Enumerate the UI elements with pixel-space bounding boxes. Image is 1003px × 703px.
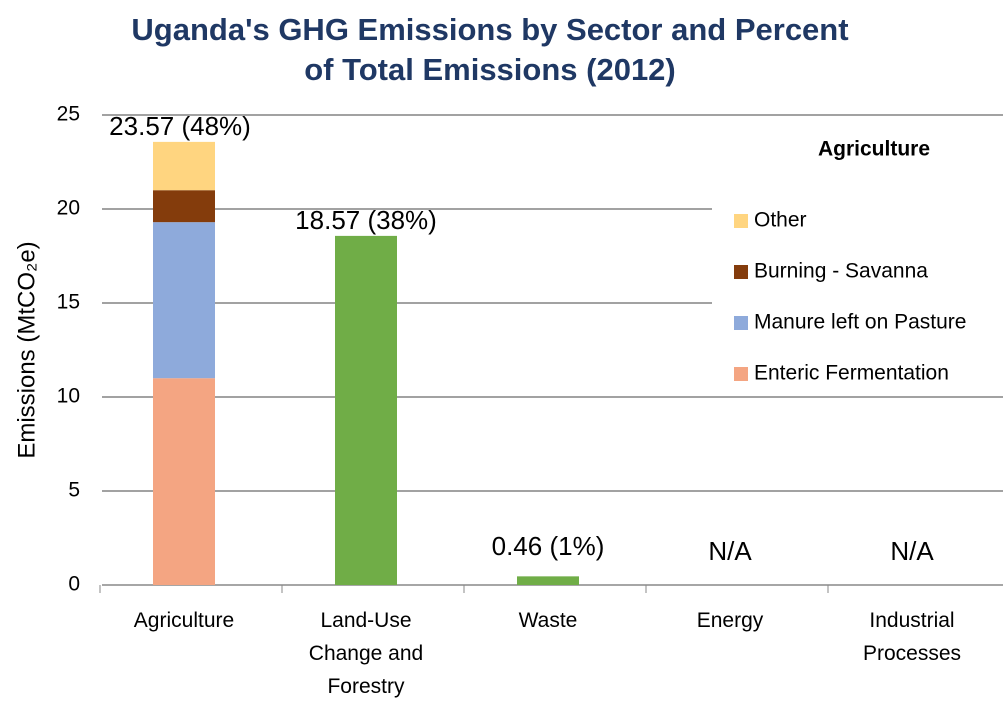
- legend-swatch: [734, 214, 748, 228]
- x-tick-label: Energy: [696, 609, 764, 632]
- bar-segment: [153, 190, 215, 223]
- legend-label: Burning - Savanna: [754, 260, 928, 283]
- y-axis-label: Emissions (MtCO₂e): [13, 241, 40, 458]
- data-label: 0.46 (1%): [492, 531, 605, 561]
- legend-swatch: [734, 367, 748, 381]
- legend-swatch: [734, 316, 748, 330]
- y-tick-label: 5: [68, 479, 80, 502]
- legend-label: Enteric Fermentation: [754, 362, 949, 385]
- bar-segment: [335, 235, 397, 585]
- y-tick-label: 10: [57, 385, 80, 408]
- data-label: 23.57 (48%): [109, 111, 251, 141]
- x-tick-label: Agriculture: [133, 609, 235, 632]
- x-tick-label: Industrial Processes: [862, 609, 962, 665]
- data-label: N/A: [890, 536, 934, 566]
- data-label: 18.57 (38%): [295, 205, 437, 235]
- x-tick-label: Land-Use Change and Forestry: [308, 609, 424, 698]
- legend: Agriculture Other Burning - Savanna Manure …: [712, 125, 1003, 395]
- bar-segment: [153, 141, 215, 191]
- y-tick-label: 0: [68, 573, 80, 596]
- legend-title: Agriculture: [818, 138, 930, 161]
- legend-label: Manure left on Pasture: [754, 311, 966, 334]
- x-tick-label: Waste: [518, 609, 578, 632]
- legend-label: Other: [754, 209, 807, 232]
- legend-box: [712, 125, 1003, 395]
- y-tick-label: 15: [57, 291, 80, 314]
- legend-swatch: [734, 265, 748, 279]
- y-tick-label: 25: [57, 103, 80, 126]
- bar-segment: [153, 378, 215, 585]
- y-tick-label: 20: [57, 197, 80, 220]
- data-label: N/A: [708, 536, 752, 566]
- bar-segment: [517, 576, 579, 585]
- chart-title: Uganda's GHG Emissions by Sector and Per…: [131, 12, 849, 87]
- bar-segment: [153, 222, 215, 379]
